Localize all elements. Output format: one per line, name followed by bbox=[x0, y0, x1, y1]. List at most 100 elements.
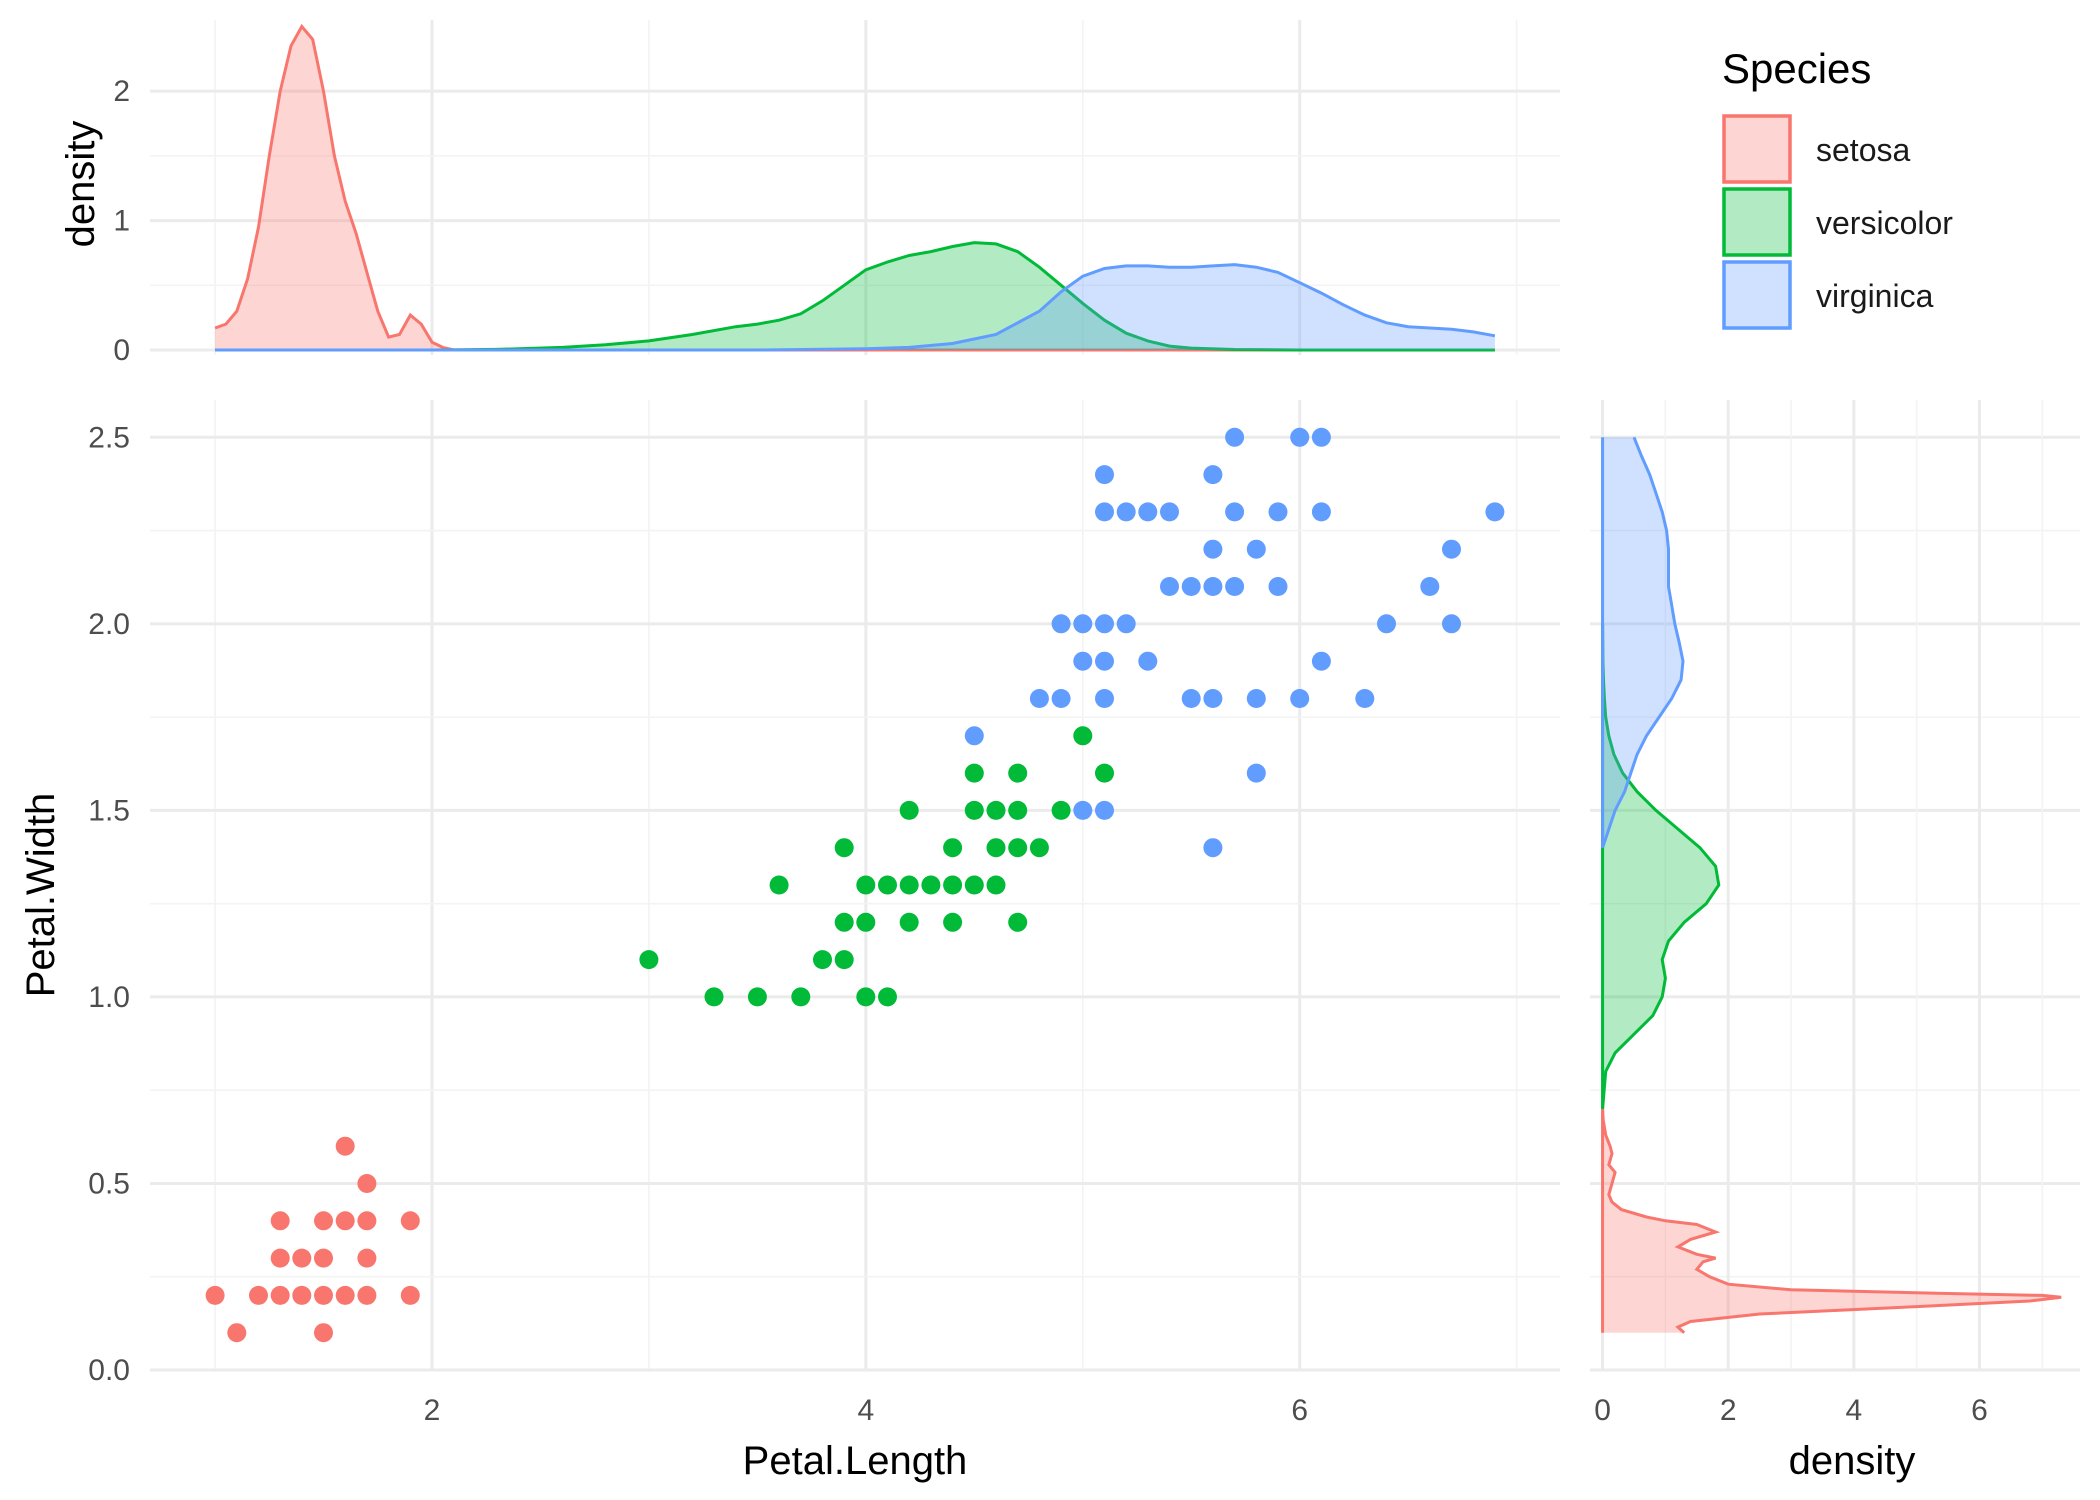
point-setosa bbox=[314, 1323, 333, 1343]
point-setosa bbox=[227, 1323, 247, 1343]
point-virginica bbox=[1246, 539, 1266, 559]
legend: Species setosa versicolor virginica bbox=[1722, 45, 1953, 330]
point-virginica bbox=[1246, 763, 1266, 783]
point-virginica bbox=[1225, 427, 1245, 447]
point-virginica bbox=[1203, 539, 1223, 559]
right-density-line-virginica bbox=[1601, 436, 1685, 849]
point-virginica bbox=[1268, 577, 1288, 596]
point-setosa bbox=[357, 1174, 377, 1193]
point-versicolor bbox=[899, 800, 919, 820]
point-setosa bbox=[357, 1248, 377, 1268]
point-setosa bbox=[270, 1285, 290, 1305]
point-virginica bbox=[1160, 577, 1179, 596]
point-setosa bbox=[292, 1285, 312, 1305]
point-virginica bbox=[1225, 577, 1245, 596]
point-versicolor bbox=[1008, 763, 1028, 783]
point-virginica bbox=[1203, 577, 1223, 596]
point-virginica bbox=[1355, 689, 1375, 708]
point-virginica bbox=[1311, 502, 1331, 522]
right-density-x-title: density bbox=[1789, 1439, 1916, 1483]
y-tick-label: 0.5 bbox=[88, 1167, 130, 1200]
point-virginica bbox=[1095, 614, 1114, 634]
top-density-y-tick-label: 1 bbox=[113, 205, 130, 238]
top-density-line-virginica bbox=[215, 263, 1496, 352]
point-virginica bbox=[1311, 427, 1331, 447]
point-versicolor bbox=[791, 987, 811, 1007]
legend-label-setosa: setosa bbox=[1816, 132, 1910, 168]
top-density-y-tick-label: 2 bbox=[113, 75, 130, 108]
point-virginica bbox=[1138, 502, 1158, 522]
point-versicolor bbox=[834, 950, 854, 970]
legend-item-virginica: virginica bbox=[1722, 260, 1934, 330]
top-density-fill-virginica bbox=[215, 264, 1495, 350]
point-virginica bbox=[1181, 577, 1201, 596]
point-versicolor bbox=[943, 875, 963, 895]
point-virginica bbox=[1095, 651, 1114, 671]
y-axis-title: Petal.Width bbox=[19, 793, 63, 998]
point-versicolor bbox=[856, 987, 876, 1007]
right-density-x-tick-label: 4 bbox=[1846, 1394, 1863, 1427]
right-density-x-tick-label: 0 bbox=[1594, 1394, 1611, 1427]
point-virginica bbox=[1181, 689, 1201, 708]
point-versicolor bbox=[899, 875, 919, 895]
right-density-line-setosa bbox=[1601, 1108, 2062, 1334]
point-virginica bbox=[1051, 689, 1071, 708]
top-density-y-tick-label: 0 bbox=[113, 334, 130, 367]
point-versicolor bbox=[704, 987, 724, 1007]
point-setosa bbox=[270, 1248, 290, 1268]
legend-key-setosa bbox=[1722, 114, 1792, 184]
point-versicolor bbox=[856, 912, 876, 932]
right-density-fill-setosa bbox=[1602, 1108, 2062, 1333]
top-density-line-versicolor bbox=[215, 241, 1495, 352]
y-tick-label: 1.0 bbox=[88, 981, 130, 1014]
point-setosa bbox=[335, 1211, 355, 1231]
right-density-areas bbox=[1601, 436, 2062, 1334]
right-density-fill-virginica bbox=[1602, 437, 1683, 848]
point-versicolor bbox=[921, 875, 941, 895]
legend-label-virginica: virginica bbox=[1816, 278, 1934, 314]
point-setosa bbox=[357, 1211, 377, 1231]
point-setosa bbox=[400, 1285, 420, 1305]
legend-item-versicolor: versicolor bbox=[1722, 187, 1953, 257]
point-versicolor bbox=[1095, 763, 1114, 783]
legend-label-versicolor: versicolor bbox=[1816, 205, 1953, 241]
point-virginica bbox=[1095, 800, 1114, 820]
point-setosa bbox=[205, 1285, 225, 1305]
tick-labels: 2 4 6 0.0 0.5 1.0 1.5 2.0 2.5 0 1 2 0 2 4 6 bbox=[88, 75, 1988, 1427]
point-virginica bbox=[1203, 838, 1223, 858]
point-versicolor bbox=[986, 838, 1006, 858]
legend-item-setosa: setosa bbox=[1722, 114, 1910, 184]
point-versicolor bbox=[834, 912, 854, 932]
point-virginica bbox=[1073, 800, 1093, 820]
point-versicolor bbox=[834, 838, 854, 858]
y-tick-label: 1.5 bbox=[88, 794, 130, 827]
point-virginica bbox=[1138, 651, 1158, 671]
point-versicolor bbox=[878, 987, 897, 1007]
point-setosa bbox=[314, 1248, 333, 1268]
point-virginica bbox=[1268, 502, 1288, 522]
y-tick-label: 0.0 bbox=[88, 1354, 130, 1387]
point-setosa bbox=[292, 1248, 312, 1268]
point-versicolor bbox=[878, 875, 897, 895]
point-virginica bbox=[1311, 651, 1331, 671]
point-versicolor bbox=[1051, 800, 1071, 820]
point-versicolor bbox=[986, 800, 1006, 820]
point-versicolor bbox=[964, 763, 984, 783]
right-density-fill-versicolor bbox=[1602, 623, 1719, 1109]
point-versicolor bbox=[986, 875, 1006, 895]
legend-title: Species bbox=[1722, 45, 1871, 92]
point-versicolor bbox=[1073, 726, 1093, 746]
x-tick-label: 2 bbox=[424, 1394, 441, 1427]
point-versicolor bbox=[747, 987, 767, 1007]
point-versicolor bbox=[856, 875, 876, 895]
point-setosa bbox=[314, 1285, 333, 1305]
point-versicolor bbox=[943, 838, 963, 858]
scatter-points bbox=[205, 427, 1505, 1343]
point-versicolor bbox=[964, 800, 984, 820]
point-versicolor bbox=[899, 912, 919, 932]
point-virginica bbox=[1203, 689, 1223, 708]
point-virginica bbox=[1420, 577, 1440, 596]
point-virginica bbox=[1485, 502, 1505, 522]
point-versicolor bbox=[639, 950, 659, 970]
